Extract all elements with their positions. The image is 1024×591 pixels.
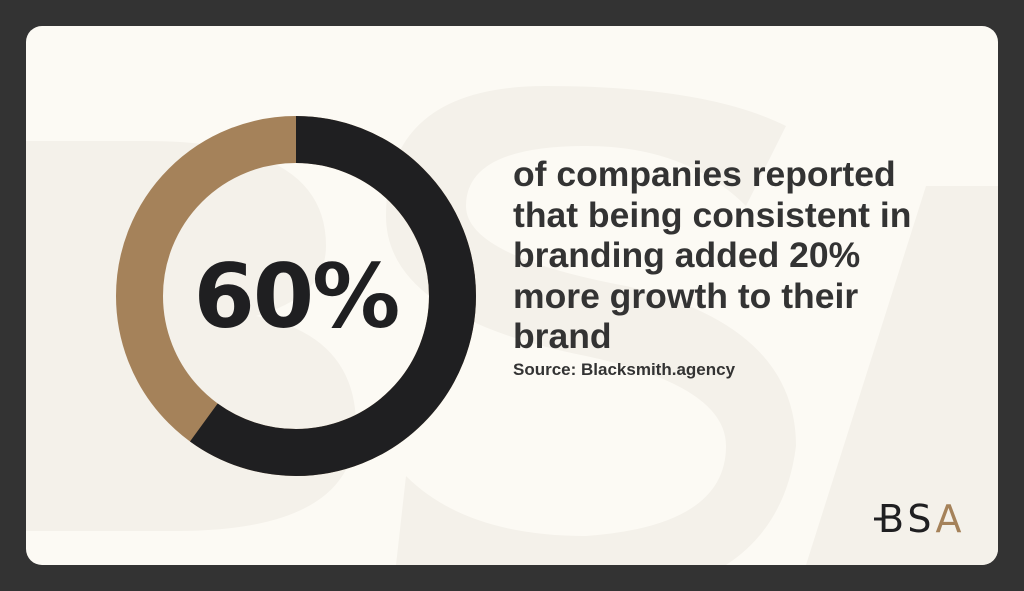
- stat-value: 60%: [193, 244, 401, 348]
- logo-a: A: [935, 497, 966, 541]
- source-credit: Source: Blacksmith.agency: [513, 360, 736, 379]
- logo-crossbar-icon: [874, 517, 884, 521]
- logo-bs: BS: [874, 497, 936, 541]
- donut-segment-primary: [116, 116, 476, 476]
- bsa-logo: BS A: [874, 497, 966, 541]
- stat-headline: of companies reported that being consist…: [513, 154, 912, 356]
- donut-chart: [116, 116, 476, 476]
- infographic-card: 60% of companies reported that being con…: [26, 26, 998, 565]
